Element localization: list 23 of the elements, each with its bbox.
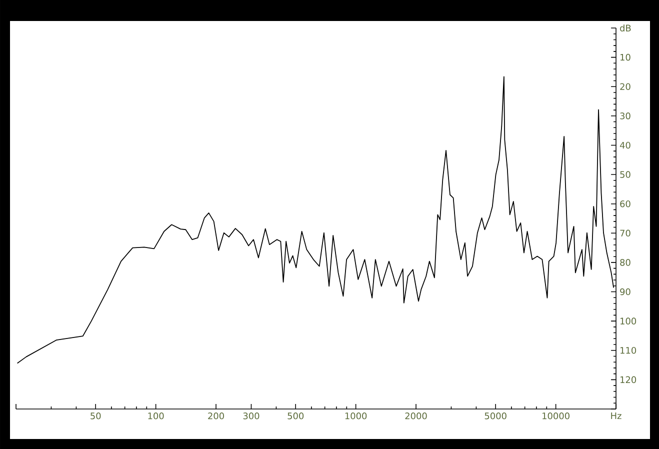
x-tick-label: 50 — [90, 412, 101, 420]
x-tick-label: 2000 — [405, 412, 427, 420]
x-tick-label: Hz — [611, 412, 622, 420]
y-tick-label: 70 — [620, 230, 630, 237]
y-tick-label: dB — [620, 24, 631, 32]
y-tick-label: 90 — [620, 288, 630, 296]
x-tick-label: 1000 — [345, 412, 367, 420]
x-tick-label: 100 — [148, 412, 164, 420]
y-tick-label: 50 — [620, 171, 630, 178]
x-tick-label: 10000 — [542, 412, 570, 420]
y-tick-label: 80 — [620, 259, 630, 266]
y-tick-label: 120 — [620, 376, 636, 384]
x-tick-label: 5000 — [484, 412, 506, 420]
y-tick-label: 20 — [620, 83, 630, 90]
y-tick-label: 110 — [620, 346, 636, 354]
x-tick-label: 500 — [288, 412, 304, 420]
y-tick-label: 60 — [620, 200, 630, 208]
x-tick-label: 300 — [243, 412, 260, 420]
x-tick-label: 200 — [208, 412, 224, 420]
y-tick-label: 100 — [620, 318, 636, 324]
y-tick-label: 10 — [620, 54, 630, 61]
y-tick-label: 30 — [620, 112, 630, 120]
y-tick-label: 40 — [620, 142, 630, 149]
